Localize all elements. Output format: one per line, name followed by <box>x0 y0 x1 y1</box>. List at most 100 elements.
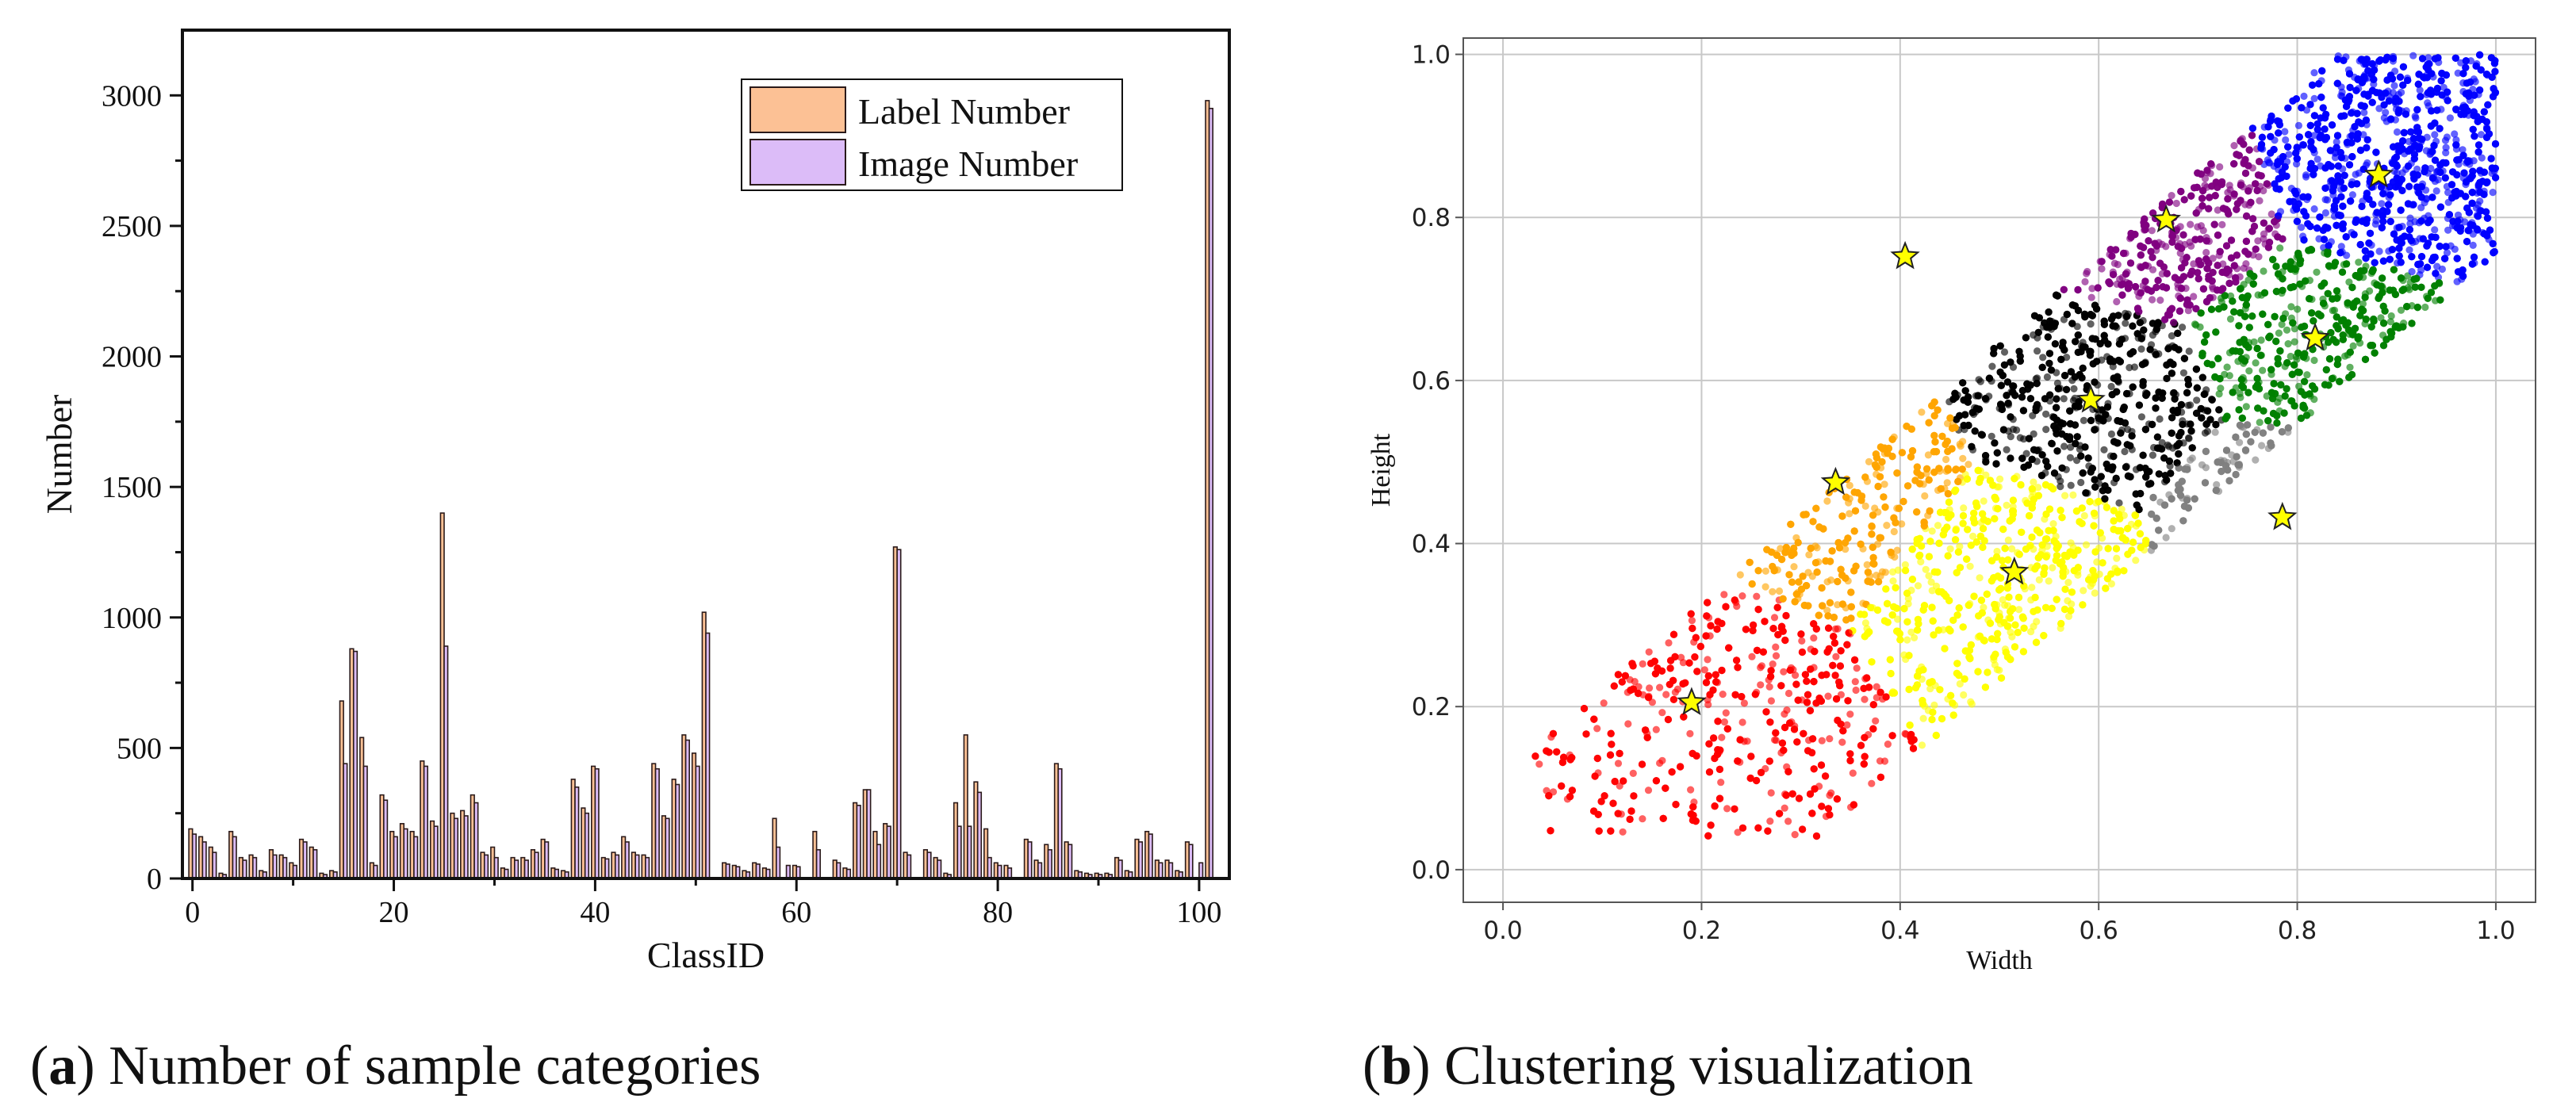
scatter-point <box>2060 395 2068 403</box>
scatter-point <box>2323 196 2332 204</box>
scatter-point <box>2477 131 2486 139</box>
scatter-point <box>1780 668 1788 676</box>
scatter-point <box>1790 563 1798 571</box>
legend-label-number: Label Number <box>858 91 1070 132</box>
scatter-point <box>2008 545 2016 553</box>
scatter-point <box>2187 401 2195 409</box>
bar <box>302 841 308 879</box>
scatter-point <box>1593 725 1601 733</box>
scatter-point <box>2003 501 2011 509</box>
scatter-point <box>2148 227 2156 235</box>
scatter-point <box>1993 547 2001 556</box>
x-tick-label: 0 <box>185 896 200 929</box>
scatter-point <box>2478 154 2486 162</box>
scatter-point <box>2064 597 2072 605</box>
bar <box>433 825 439 879</box>
scatter-point <box>1818 737 1826 744</box>
scatter-point <box>2028 584 2036 591</box>
scatter-point <box>2441 136 2450 144</box>
scatter-point <box>1688 617 1696 625</box>
y-tick-label: 1000 <box>102 602 162 635</box>
scatter-point <box>2082 541 2091 549</box>
scatter-point <box>1761 583 1769 591</box>
scatter-point <box>2126 364 2133 372</box>
scatter-point <box>2390 82 2398 90</box>
scatter-point <box>1863 561 1871 569</box>
scatter-point <box>2287 303 2295 311</box>
bar <box>1117 859 1123 879</box>
bar <box>343 763 348 879</box>
bar <box>473 802 479 879</box>
scatter-point <box>2211 428 2219 436</box>
bar <box>987 856 992 879</box>
scatter-point <box>2397 306 2405 314</box>
scatter-point <box>1944 419 1952 427</box>
scatter-point <box>2432 187 2440 195</box>
scatter-point <box>1965 461 1972 469</box>
y-tick-label: 0 <box>147 863 162 896</box>
scatter-point <box>2282 136 2290 144</box>
scatter-point <box>1842 545 1850 553</box>
bar <box>1148 833 1153 879</box>
scatter-point <box>2115 499 2123 507</box>
scatter-point <box>1926 685 1934 693</box>
scatter-point <box>2411 218 2419 226</box>
scatter-point <box>1770 614 1779 622</box>
scatter-point <box>1996 475 2004 483</box>
scatter-point <box>1919 714 1927 722</box>
scatter-point <box>1889 577 1897 585</box>
scatter-point <box>2216 163 2224 171</box>
scatter-point <box>2156 297 2164 304</box>
scatter-point <box>2300 92 2308 100</box>
bar <box>976 791 983 879</box>
y-axis-label-a: Number <box>39 395 79 515</box>
scatter-point <box>1810 634 1818 642</box>
scatter-point <box>1968 700 1976 708</box>
scatter-point <box>2260 267 2267 275</box>
scatter-point <box>2114 261 2122 269</box>
scatter-point <box>1824 692 1832 700</box>
bar <box>252 856 258 879</box>
scatter-point <box>1871 504 1879 512</box>
scatter-point <box>2042 426 2050 434</box>
scatter-point <box>2053 379 2061 387</box>
scatter-point <box>1988 362 1996 370</box>
scatter-point <box>2321 209 2329 217</box>
scatter-point <box>2337 243 2345 251</box>
scatter-point <box>2087 293 2095 301</box>
panel-b-scatter-chart: 0.00.20.40.60.81.00.0 0.2 0.4 0.6 0.8 1.0 Wid… <box>1367 37 2536 975</box>
bar <box>1047 848 1052 879</box>
scatter-point <box>1826 791 1834 799</box>
scatter-point <box>2310 396 2318 404</box>
scatter-point <box>1957 442 1965 450</box>
bar <box>453 817 459 879</box>
scatter-point <box>1930 701 1938 710</box>
scatter-point <box>1761 567 1769 575</box>
scatter-point <box>2172 199 2180 208</box>
y-tick-label: 2000 <box>102 341 162 374</box>
bar <box>634 854 640 879</box>
scatter-point <box>2443 249 2451 257</box>
scatter-point <box>2446 114 2454 122</box>
scatter-point <box>1980 497 1988 505</box>
scatter-point <box>2255 253 2263 261</box>
scatter-point <box>2386 318 2394 326</box>
x-tick-label: 40 <box>580 896 610 929</box>
scatter-points <box>1531 51 2500 840</box>
scatter-point <box>2013 426 2021 434</box>
scatter-point <box>2281 128 2289 136</box>
scatter-point <box>1656 683 1664 691</box>
bar <box>312 848 318 879</box>
scatter-point <box>2057 483 2064 491</box>
bar <box>191 833 197 879</box>
bar <box>544 841 550 879</box>
scatter-point <box>2202 464 2210 472</box>
scatter-point <box>2254 237 2262 245</box>
bar <box>755 863 761 879</box>
scatter-point <box>2425 54 2432 62</box>
scatter-point <box>2223 363 2231 371</box>
scatter-point <box>1826 735 1834 743</box>
scatter-point <box>1644 787 1653 794</box>
grid-b <box>1463 38 2536 902</box>
